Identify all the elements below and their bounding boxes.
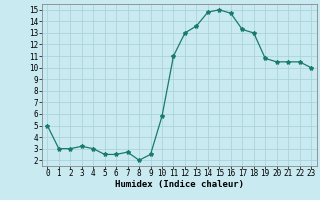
X-axis label: Humidex (Indice chaleur): Humidex (Indice chaleur) (115, 180, 244, 189)
